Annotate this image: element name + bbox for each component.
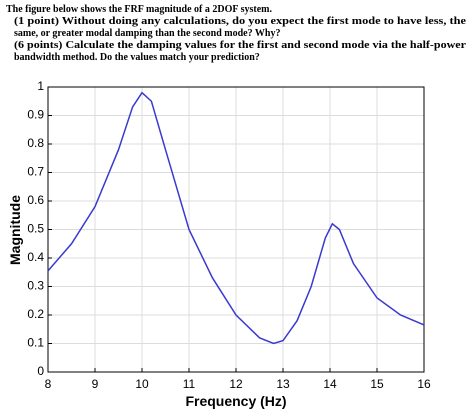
y-axis-label: Magnitude bbox=[7, 195, 23, 265]
question-line: bandwidth method. Do the values match yo… bbox=[14, 52, 260, 63]
x-tick-label: 9 bbox=[92, 377, 99, 391]
x-tick-label: 10 bbox=[135, 377, 149, 391]
x-tick-label: 8 bbox=[45, 377, 52, 391]
x-tick-label: 11 bbox=[183, 377, 196, 391]
y-tick-label: 0.2 bbox=[27, 307, 44, 321]
y-tick-label: 0.1 bbox=[27, 336, 44, 350]
question-line: (6 points) Calculate the damping values … bbox=[14, 40, 467, 51]
y-tick-label: 0 bbox=[37, 364, 44, 378]
x-tick-label: 14 bbox=[323, 377, 337, 391]
y-tick-label: 0.6 bbox=[27, 193, 44, 207]
x-tick-label: 16 bbox=[417, 377, 431, 391]
y-tick-label: 0.7 bbox=[27, 165, 44, 179]
x-tick-label: 13 bbox=[276, 377, 290, 391]
x-tick-label: 12 bbox=[229, 377, 243, 391]
question-line: (1 point) Without doing any calculations… bbox=[14, 16, 467, 27]
plot-frame bbox=[47, 86, 425, 373]
question-line: The figure below shows the FRF magnitude… bbox=[6, 4, 273, 15]
x-tick-label: 15 bbox=[370, 377, 384, 391]
line bbox=[47, 91, 425, 345]
y-tick-label: 0.5 bbox=[27, 222, 44, 236]
y-tick-label: 1 bbox=[37, 79, 44, 93]
x-axis-label: Frequency (Hz) bbox=[185, 393, 286, 409]
y-tick-label: 0.8 bbox=[27, 136, 44, 150]
y-tick-label: 0.4 bbox=[27, 250, 44, 264]
y-tick-label: 0.9 bbox=[27, 108, 44, 122]
y-tick-label: 0.3 bbox=[27, 279, 44, 293]
question-line: same, or greater modal damping than the … bbox=[14, 28, 281, 39]
